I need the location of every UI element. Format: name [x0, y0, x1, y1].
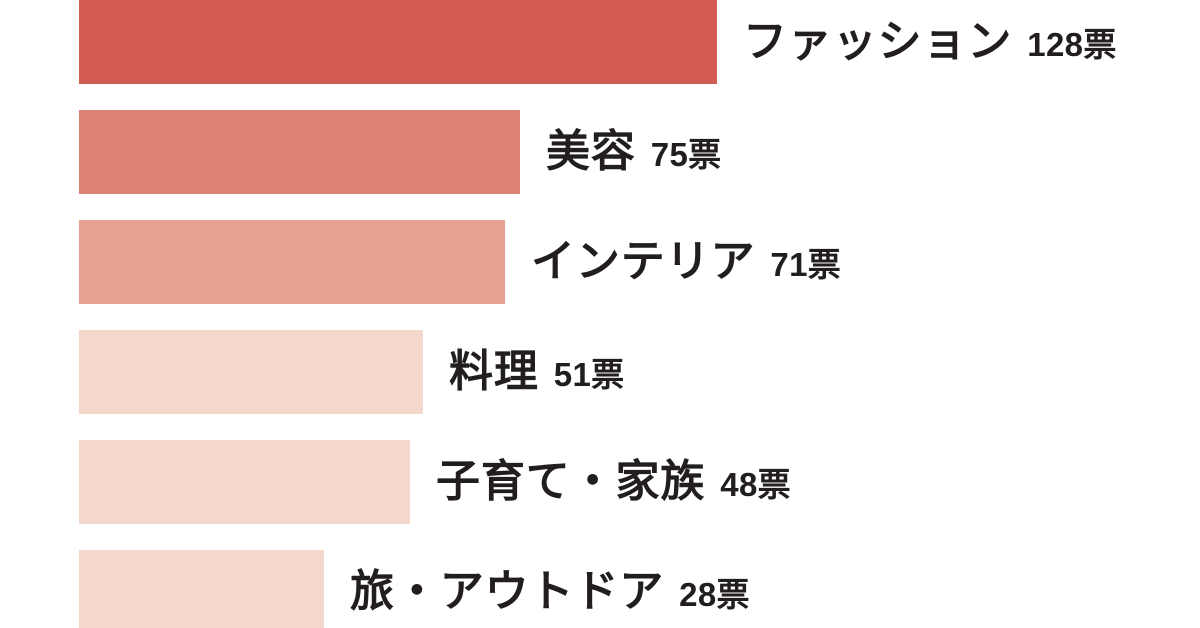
bar-fashion: [79, 0, 717, 84]
bar-travel-outdoor: [79, 550, 324, 628]
category-label: ファッション: [743, 17, 1013, 66]
vote-count: 75票: [650, 136, 722, 173]
bar-label-group: 子育て・家族 48票: [436, 460, 791, 504]
bar-row-fashion: ファッション 128票: [79, 0, 1200, 84]
bar-parenting-family: [79, 440, 410, 524]
category-label: 子育て・家族: [436, 457, 706, 506]
vote-count: 48票: [720, 466, 791, 503]
bar-row-beauty: 美容 75票: [79, 110, 1200, 194]
category-label: 料理: [449, 347, 539, 396]
category-label: 旅・アウトドア: [350, 567, 665, 616]
bar-row-parenting-family: 子育て・家族 48票: [79, 440, 1200, 524]
category-label: インテリア: [531, 237, 756, 286]
vote-count: 51票: [553, 356, 625, 393]
bar-row-interior: インテリア 71票: [79, 220, 1200, 304]
bar-label-group: 旅・アウトドア 28票: [350, 570, 750, 614]
vote-count: 71票: [770, 246, 842, 283]
bar-row-cooking: 料理 51票: [79, 330, 1200, 414]
bar-beauty: [79, 110, 520, 194]
category-label: 美容: [546, 127, 636, 176]
bar-label-group: 美容 75票: [546, 130, 721, 174]
bar-label-group: ファッション 128票: [743, 20, 1117, 64]
bar-label-group: インテリア 71票: [531, 240, 841, 284]
bar-label-group: 料理 51票: [449, 350, 624, 394]
vote-count: 128票: [1027, 26, 1117, 63]
bar-interior: [79, 220, 505, 304]
bar-cooking: [79, 330, 423, 414]
vote-count: 28票: [679, 576, 750, 613]
bar-row-travel-outdoor: 旅・アウトドア 28票: [79, 550, 1200, 628]
